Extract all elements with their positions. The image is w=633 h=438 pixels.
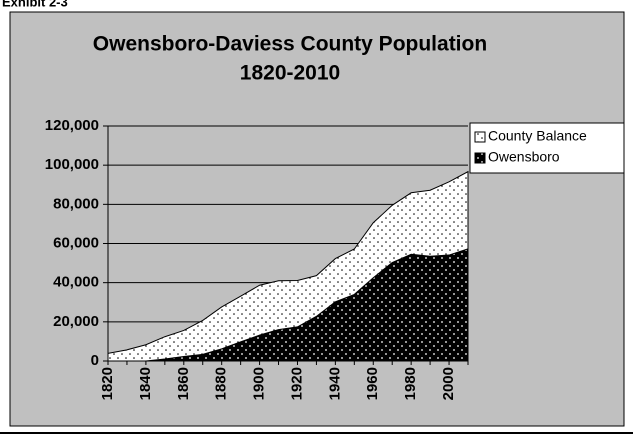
legend-label: Owensboro (488, 149, 560, 165)
x-tick-label: 1860 (175, 367, 192, 400)
x-tick-label: 2000 (440, 367, 457, 400)
y-tick-label: 20,000 (53, 313, 99, 330)
y-tick-label: 60,000 (53, 234, 99, 251)
area (107, 170, 469, 362)
y-tick-label: 100,000 (45, 156, 99, 173)
legend-swatch (474, 152, 486, 164)
legend-box (469, 122, 625, 174)
chart-title: Owensboro-Daviess County Population (93, 33, 487, 56)
legend-label: County Balance (488, 128, 587, 144)
x-tick-label: 1840 (137, 367, 154, 400)
x-tick-label: 1940 (326, 367, 343, 400)
x-tick-label: 1820 (99, 367, 116, 400)
chart-subtitle: 1820-2010 (240, 62, 340, 85)
x-tick-label: 1880 (213, 367, 230, 400)
y-tick-label: 40,000 (53, 274, 99, 291)
exhibit-label: Exhibit 2-3 (2, 0, 68, 9)
x-tick-label: 1920 (288, 367, 305, 400)
x-tick-label: 1980 (402, 367, 419, 400)
y-tick-label: 80,000 (53, 195, 99, 212)
legend-swatch (474, 131, 486, 143)
x-tick-label: 1900 (251, 367, 268, 400)
y-tick-label: 120,000 (45, 117, 99, 134)
y-tick-label: 0 (91, 352, 99, 369)
x-tick-label: 1960 (364, 367, 381, 400)
